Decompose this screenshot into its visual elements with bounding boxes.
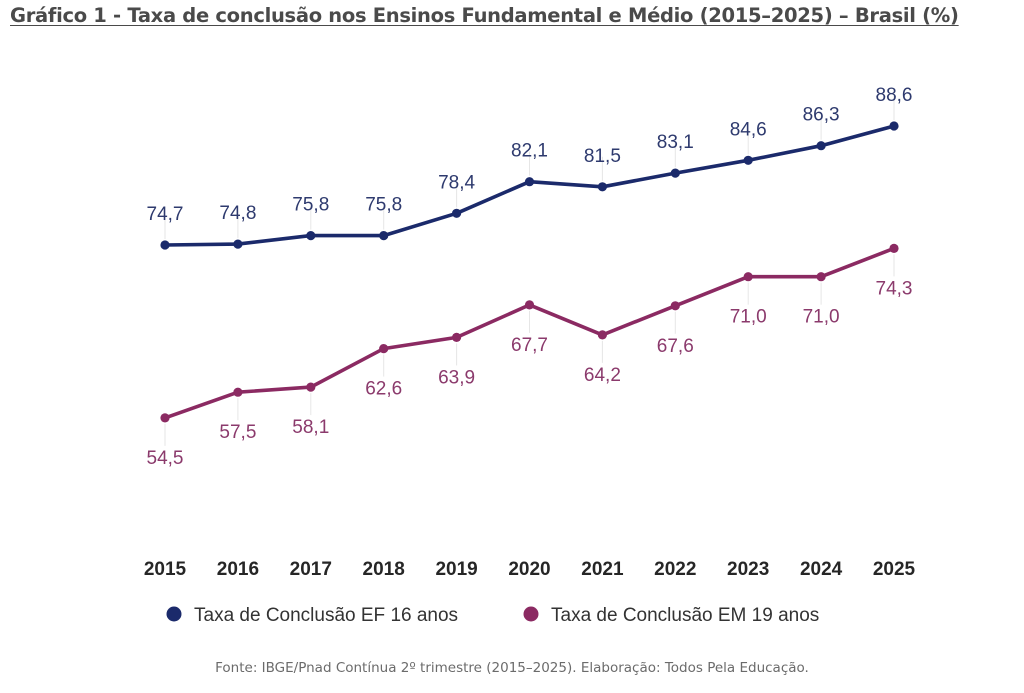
- x-tick-label: 2023: [727, 559, 769, 580]
- data-point: [743, 272, 753, 282]
- data-point: [889, 121, 899, 131]
- x-tick-label: 2019: [435, 559, 477, 580]
- data-label: 75,8: [365, 195, 402, 216]
- data-labels: 74,7 74,8 75,8 75,8 78,4 82,1 81,5 83,1 84,6 86,3…: [147, 85, 913, 469]
- data-label: 84,6: [730, 119, 767, 140]
- series-line-1: [163, 246, 896, 420]
- source-note: Fonte: IBGE/Pnad Contínua 2º trimestre (…: [215, 660, 809, 676]
- legend-marker: [523, 606, 539, 622]
- data-label: 71,0: [730, 307, 767, 328]
- chart-title: Gráfico 1 - Taxa de conclusão nos Ensino…: [10, 4, 959, 27]
- x-axis-ticks: 2015 2016 2017 2018 2019 2020 2021 2022 2023 2024…: [144, 559, 916, 580]
- data-label: 88,6: [876, 85, 913, 106]
- legend-label: Taxa de Conclusão EM 19 anos: [551, 605, 819, 626]
- data-point: [160, 240, 170, 250]
- data-point: [306, 231, 316, 241]
- data-point: [379, 231, 389, 241]
- x-tick-label: 2020: [508, 559, 550, 580]
- data-point: [452, 332, 462, 342]
- data-point: [597, 182, 608, 192]
- data-label: 74,7: [147, 204, 184, 225]
- data-point: [233, 387, 243, 397]
- x-tick-label: 2021: [581, 559, 624, 580]
- data-point: [160, 413, 170, 423]
- data-point: [743, 155, 753, 165]
- data-label: 83,1: [657, 132, 694, 153]
- data-label: 63,9: [438, 367, 475, 388]
- data-point: [670, 301, 680, 311]
- x-tick-label: 2016: [217, 559, 259, 580]
- legend-marker: [166, 606, 182, 622]
- data-label: 82,1: [511, 141, 548, 162]
- data-label: 62,6: [365, 379, 402, 400]
- data-label: 64,2: [584, 365, 621, 386]
- x-tick-label: 2022: [654, 559, 696, 580]
- x-tick-label: 2025: [873, 559, 916, 580]
- data-label: 71,0: [803, 307, 840, 328]
- data-point: [816, 141, 826, 151]
- data-point: [597, 330, 608, 340]
- data-points: [160, 121, 899, 423]
- data-label: 74,3: [876, 278, 913, 299]
- data-point: [306, 382, 316, 392]
- data-point: [670, 168, 680, 178]
- data-point: [379, 344, 389, 354]
- data-point: [233, 239, 243, 249]
- data-label: 67,6: [657, 336, 694, 357]
- data-label: 67,7: [511, 335, 548, 356]
- data-label: 57,5: [219, 422, 256, 443]
- data-point: [816, 272, 826, 282]
- data-label: 78,4: [438, 172, 475, 193]
- legend-label: Taxa de Conclusão EF 16 anos: [194, 605, 458, 626]
- legend: Taxa de Conclusão EF 16 anos Taxa de Conc…: [166, 605, 819, 626]
- x-tick-label: 2018: [363, 559, 405, 580]
- data-label: 74,8: [219, 203, 256, 224]
- x-tick-label: 2015: [144, 559, 187, 580]
- x-tick-label: 2017: [290, 559, 332, 580]
- data-point: [452, 208, 462, 218]
- data-label: 81,5: [584, 146, 621, 167]
- data-label: 86,3: [803, 105, 840, 126]
- data-label: 75,8: [292, 195, 329, 216]
- leader-lines: [164, 96, 895, 446]
- data-point: [524, 177, 535, 187]
- data-point: [889, 243, 899, 253]
- data-label: 58,1: [292, 417, 329, 438]
- data-label: 54,5: [147, 448, 184, 469]
- data-point: [524, 300, 535, 310]
- x-tick-label: 2024: [800, 559, 843, 580]
